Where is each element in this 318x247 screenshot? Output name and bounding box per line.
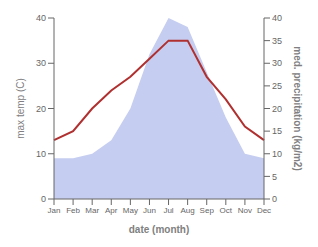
svg-text:Sep: Sep [200, 206, 215, 215]
svg-text:max temp (C): max temp (C) [15, 78, 26, 139]
svg-text:Feb: Feb [66, 206, 80, 215]
svg-text:20: 20 [272, 104, 282, 114]
svg-text:date (month): date (month) [129, 224, 190, 235]
svg-text:5: 5 [272, 172, 277, 182]
svg-text:Jan: Jan [48, 206, 61, 215]
svg-text:10: 10 [272, 149, 282, 159]
svg-text:Oct: Oct [220, 206, 233, 215]
svg-text:Jun: Jun [143, 206, 156, 215]
svg-text:40: 40 [36, 13, 46, 23]
svg-text:Dec: Dec [257, 206, 271, 215]
svg-text:25: 25 [272, 81, 282, 91]
svg-text:Aug: Aug [181, 206, 195, 215]
svg-text:0: 0 [41, 194, 46, 204]
svg-text:30: 30 [272, 58, 282, 68]
svg-text:Mar: Mar [85, 206, 99, 215]
svg-text:Apr: Apr [105, 206, 118, 215]
svg-text:20: 20 [36, 104, 46, 114]
svg-text:0: 0 [272, 194, 277, 204]
svg-text:15: 15 [272, 126, 282, 136]
svg-text:30: 30 [36, 58, 46, 68]
svg-text:40: 40 [272, 13, 282, 23]
svg-text:35: 35 [272, 36, 282, 46]
svg-text:10: 10 [36, 149, 46, 159]
svg-text:May: May [123, 206, 138, 215]
svg-text:Jul: Jul [163, 206, 173, 215]
svg-text:med. precipitation (kg/m2): med. precipitation (kg/m2) [292, 46, 303, 170]
svg-text:Nov: Nov [238, 206, 252, 215]
